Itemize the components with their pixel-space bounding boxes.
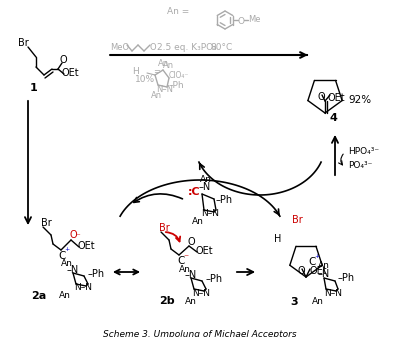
Text: 4: 4 — [330, 113, 338, 123]
Text: 92%: 92% — [348, 95, 371, 105]
Text: N–N: N–N — [74, 283, 92, 293]
Text: :C: :C — [188, 187, 201, 197]
Text: OEt: OEt — [77, 241, 95, 251]
Text: An: An — [312, 297, 324, 306]
Text: N–N: N–N — [192, 288, 210, 298]
Text: An: An — [185, 297, 197, 306]
Text: Br: Br — [41, 218, 52, 228]
Text: Br: Br — [292, 215, 303, 225]
Text: O: O — [318, 92, 326, 102]
Text: Br: Br — [18, 38, 29, 48]
Text: ⁻: ⁻ — [183, 253, 188, 263]
Text: An: An — [192, 217, 204, 226]
Text: An: An — [151, 91, 162, 99]
Text: ⁺: ⁺ — [64, 247, 69, 257]
Text: HPO₄³⁻: HPO₄³⁻ — [348, 147, 379, 155]
Text: –N: –N — [318, 269, 330, 279]
Text: An: An — [59, 292, 71, 301]
Text: An: An — [163, 61, 174, 69]
Text: 10%: 10% — [135, 75, 155, 85]
Text: ClO₄⁻: ClO₄⁻ — [169, 70, 189, 80]
Text: H: H — [274, 234, 281, 244]
Text: 2.5 eq. K₃PO₄: 2.5 eq. K₃PO₄ — [157, 42, 217, 52]
Text: –N: –N — [199, 182, 211, 192]
Text: –Ph: –Ph — [88, 269, 105, 279]
Text: C: C — [58, 251, 65, 261]
Text: An: An — [158, 60, 169, 68]
Text: O: O — [298, 266, 306, 276]
Text: ⁻: ⁻ — [75, 233, 80, 242]
Text: Br: Br — [159, 223, 170, 233]
Text: –N: –N — [67, 265, 79, 275]
Text: 1: 1 — [30, 83, 38, 93]
Text: An: An — [61, 259, 73, 269]
Text: –Ph: –Ph — [169, 81, 185, 90]
Text: 2a: 2a — [31, 291, 46, 301]
Text: PO₄³⁻: PO₄³⁻ — [348, 160, 372, 170]
Text: N–N: N–N — [156, 85, 173, 93]
Text: O: O — [187, 237, 195, 247]
Text: OEt: OEt — [309, 266, 327, 276]
Text: –Ph: –Ph — [216, 195, 233, 205]
Text: N–N: N–N — [201, 210, 219, 218]
Text: C: C — [308, 257, 315, 267]
Text: ⁺: ⁺ — [314, 254, 319, 264]
Text: OEt: OEt — [62, 68, 80, 78]
Text: O: O — [60, 55, 68, 65]
Text: 2b: 2b — [159, 296, 175, 306]
Text: Scheme 3. Umpolung of Michael Acceptors: Scheme 3. Umpolung of Michael Acceptors — [103, 330, 297, 337]
Text: 3: 3 — [290, 297, 298, 307]
Text: O: O — [150, 42, 157, 52]
Text: –N: –N — [185, 270, 197, 280]
Text: OEt: OEt — [195, 246, 213, 256]
Text: OEt: OEt — [328, 93, 346, 103]
Text: Me: Me — [248, 16, 260, 25]
Text: =: = — [153, 67, 160, 76]
Text: An: An — [200, 176, 212, 184]
Text: An =: An = — [167, 7, 189, 17]
Text: N–N: N–N — [324, 288, 342, 298]
Text: O: O — [238, 17, 245, 26]
Text: An: An — [318, 262, 330, 271]
Text: C: C — [177, 256, 184, 266]
Text: –Ph: –Ph — [206, 274, 223, 284]
Text: 80°C: 80°C — [210, 42, 232, 52]
Text: An: An — [179, 265, 191, 274]
Text: MeO: MeO — [110, 42, 129, 52]
Text: –Ph: –Ph — [338, 273, 355, 283]
Text: H: H — [132, 67, 139, 76]
Text: O: O — [70, 230, 78, 240]
